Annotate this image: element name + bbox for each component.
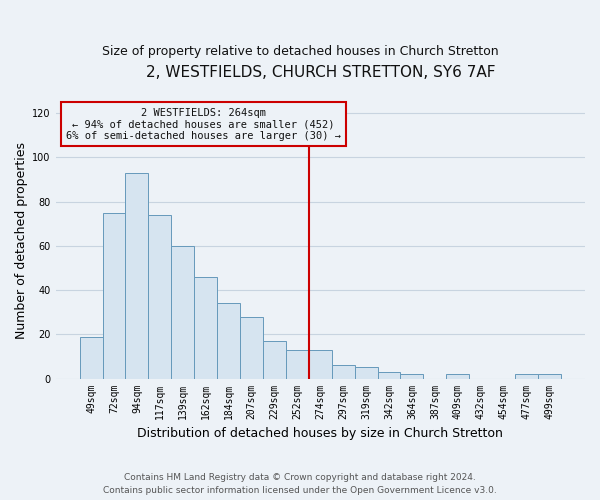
Bar	[332, 366, 355, 378]
Bar	[171, 246, 194, 378]
Bar	[446, 374, 469, 378]
Y-axis label: Number of detached properties: Number of detached properties	[15, 142, 28, 339]
Text: 2 WESTFIELDS: 264sqm
← 94% of detached houses are smaller (452)
6% of semi-detac: 2 WESTFIELDS: 264sqm ← 94% of detached h…	[66, 108, 341, 140]
Title: 2, WESTFIELDS, CHURCH STRETTON, SY6 7AF: 2, WESTFIELDS, CHURCH STRETTON, SY6 7AF	[146, 65, 495, 80]
Bar	[400, 374, 424, 378]
Bar	[217, 304, 240, 378]
Bar	[515, 374, 538, 378]
Bar	[309, 350, 332, 378]
Bar	[125, 173, 148, 378]
Bar	[355, 368, 377, 378]
Bar	[377, 372, 400, 378]
X-axis label: Distribution of detached houses by size in Church Stretton: Distribution of detached houses by size …	[137, 427, 503, 440]
Bar	[194, 277, 217, 378]
Bar	[80, 336, 103, 378]
Bar	[103, 212, 125, 378]
Text: Contains HM Land Registry data © Crown copyright and database right 2024.
Contai: Contains HM Land Registry data © Crown c…	[103, 473, 497, 495]
Bar	[286, 350, 309, 378]
Bar	[263, 341, 286, 378]
Bar	[538, 374, 561, 378]
Text: Size of property relative to detached houses in Church Stretton: Size of property relative to detached ho…	[101, 45, 499, 58]
Bar	[240, 316, 263, 378]
Bar	[148, 215, 171, 378]
